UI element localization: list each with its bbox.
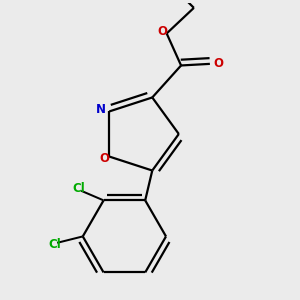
Text: O: O	[100, 152, 110, 165]
Text: O: O	[214, 57, 224, 70]
Text: N: N	[96, 103, 106, 116]
Text: Cl: Cl	[48, 238, 61, 251]
Text: Cl: Cl	[72, 182, 85, 195]
Text: O: O	[158, 26, 168, 38]
